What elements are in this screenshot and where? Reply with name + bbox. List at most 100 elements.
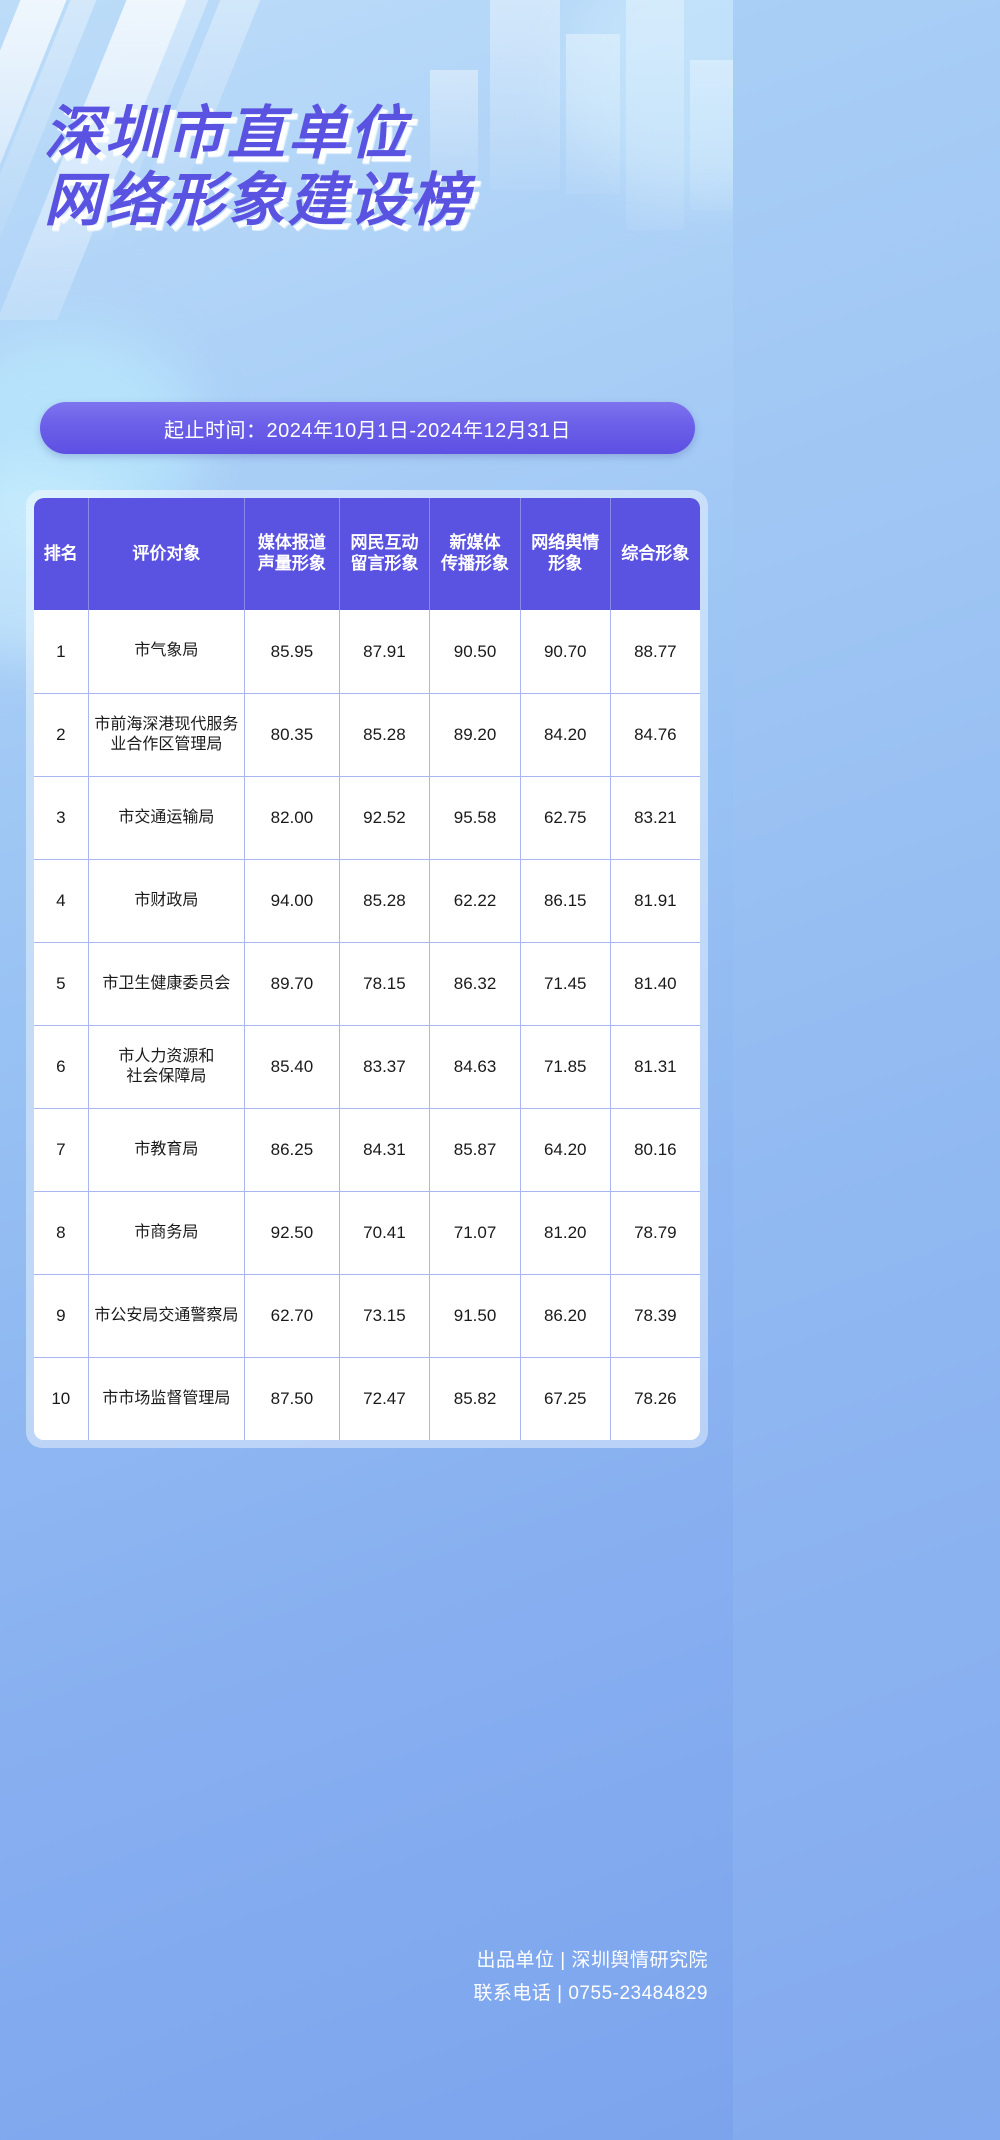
ranking-table-card: 排名 评价对象 媒体报道 声量形象 网民互动 留言形象 新媒体 传播形象 [26,490,708,1448]
cell-opinion-score: 86.20 [520,1274,611,1357]
footer-producer: 出品单位 | 深圳舆情研究院 [476,1949,708,1971]
col-header-overall-text: 综合形象 [621,543,690,563]
cell-subject-name: 市卫生健康委员会 [88,942,246,1025]
cell-newmedia-score: 95.58 [430,776,521,859]
cell-netizen-score: 85.28 [339,859,431,942]
cell-netizen-score: 85.28 [339,693,431,776]
col-header-netizen: 网民互动 留言形象 [339,498,431,610]
cell-newmedia-score: 91.50 [430,1274,521,1357]
cell-media-score: 94.00 [245,859,340,942]
cell-newmedia-score: 85.87 [430,1108,521,1191]
cell-newmedia-score: 85.82 [430,1357,521,1440]
cell-subject-name: 市交通运输局 [88,776,246,859]
cell-media-score: 85.40 [245,1025,340,1108]
ranking-table: 排名 评价对象 媒体报道 声量形象 网民互动 留言形象 新媒体 传播形象 [34,498,700,1440]
table-row: 3 市交通运输局 82.00 92.52 95.58 62.75 83.21 [34,776,700,859]
cell-netizen-score: 73.15 [339,1274,431,1357]
cell-media-score: 85.95 [245,610,340,693]
cell-subject-name: 市商务局 [88,1191,246,1274]
cell-overall-score: 83.21 [610,776,700,859]
table-body: 1 市气象局 85.95 87.91 90.50 90.70 88.77 2 市前海深港现代服务… [34,610,700,1440]
cell-subject-name: 市人力资源和 社会保障局 [88,1025,246,1108]
cell-newmedia-score: 84.63 [430,1025,521,1108]
cell-netizen-score: 84.31 [339,1108,431,1191]
cell-opinion-score: 62.75 [520,776,611,859]
table-row: 1 市气象局 85.95 87.91 90.50 90.70 88.77 [34,610,700,693]
title-line-2: 网络形象建设榜 [44,168,472,234]
cell-rank: 8 [34,1191,89,1274]
date-range-label: 起止时间：2024年10月1日-2024年12月31日 [163,419,571,442]
col-header-overall: 综合形象 [610,498,700,610]
cell-subject-name: 市财政局 [88,859,246,942]
cell-media-score: 92.50 [245,1191,340,1274]
cell-subject-name: 市气象局 [88,610,246,693]
table-row: 2 市前海深港现代服务 业合作区管理局 80.35 85.28 89.20 84.20 84.… [34,693,700,776]
cell-opinion-score: 86.15 [520,859,611,942]
col-header-opinion-line2: 形象 [548,554,583,573]
cell-media-score: 89.70 [245,942,340,1025]
cell-rank: 5 [34,942,89,1025]
cell-rank: 9 [34,1274,89,1357]
col-header-subject-text: 评价对象 [132,543,201,563]
cell-media-score: 82.00 [245,776,340,859]
cell-opinion-score: 90.70 [520,610,611,693]
cell-netizen-score: 83.37 [339,1025,431,1108]
right-background-band [733,0,1000,2140]
cell-opinion-score: 64.20 [520,1108,611,1191]
cell-overall-score: 80.16 [610,1108,700,1191]
table-header-row: 排名 评价对象 媒体报道 声量形象 网民互动 留言形象 新媒体 传播形象 [34,498,700,610]
cell-subject-name: 市市场监督管理局 [88,1357,246,1440]
cell-media-score: 86.25 [245,1108,340,1191]
cell-rank: 7 [34,1108,89,1191]
col-header-opinion-line1: 网络舆情 [531,533,600,553]
cell-overall-score: 78.79 [610,1191,700,1274]
cell-rank: 4 [34,859,89,942]
cell-newmedia-score: 89.20 [430,693,521,776]
cell-overall-score: 78.39 [610,1274,700,1357]
cell-opinion-score: 81.20 [520,1191,611,1274]
cell-opinion-score: 71.45 [520,942,611,1025]
cell-netizen-score: 87.91 [339,610,431,693]
cell-media-score: 80.35 [245,693,340,776]
col-header-rank: 排名 [34,498,89,610]
cell-overall-score: 84.76 [610,693,700,776]
table-row: 10 市市场监督管理局 87.50 72.47 85.82 67.25 78.26 [34,1357,700,1440]
cell-rank: 2 [34,693,89,776]
table-row: 9 市公安局交通警察局 62.70 73.15 91.50 86.20 78.39 [34,1274,700,1357]
cell-newmedia-score: 71.07 [430,1191,521,1274]
cell-rank: 3 [34,776,89,859]
cell-overall-score: 88.77 [610,610,700,693]
col-header-netizen-line2: 留言形象 [350,554,419,573]
footer-phone: 联系电话 | 0755-23484829 [473,1982,708,2004]
footer: 出品单位 | 深圳舆情研究院 联系电话 | 0755-23484829 [473,1944,708,2011]
cell-netizen-score: 70.41 [339,1191,431,1274]
cell-netizen-score: 92.52 [339,776,431,859]
table-header: 排名 评价对象 媒体报道 声量形象 网民互动 留言形象 新媒体 传播形象 [34,498,700,610]
title-line-1: 深圳市直单位 [44,101,411,166]
col-header-rank-text: 排名 [43,543,78,563]
cell-rank: 10 [34,1357,89,1440]
cell-subject-name: 市公安局交通警察局 [88,1274,246,1357]
col-header-netizen-line1: 网民互动 [350,533,419,553]
cell-overall-score: 78.26 [610,1357,700,1440]
col-header-newmedia-line2: 传播形象 [441,554,510,573]
cell-subject-name: 市教育局 [88,1108,246,1191]
table-row: 8 市商务局 92.50 70.41 71.07 81.20 78.79 [34,1191,700,1274]
col-header-newmedia: 新媒体 传播形象 [430,498,521,610]
cell-overall-score: 81.40 [610,942,700,1025]
bg-block-4 [690,60,733,210]
cell-overall-score: 81.31 [610,1025,700,1108]
date-range-banner: 起止时间：2024年10月1日-2024年12月31日 [40,402,695,454]
cell-rank: 6 [34,1025,89,1108]
col-header-subject: 评价对象 [88,498,246,610]
page-title: 深圳市直单位 网络形象建设榜 [44,100,684,235]
cell-subject-name: 市前海深港现代服务 业合作区管理局 [88,693,246,776]
col-header-media: 媒体报道 声量形象 [245,498,340,610]
col-header-media-line2: 声量形象 [257,554,326,573]
cell-netizen-score: 72.47 [339,1357,431,1440]
col-header-newmedia-line1: 新媒体 [449,533,501,553]
table-row: 5 市卫生健康委员会 89.70 78.15 86.32 71.45 81.40 [34,942,700,1025]
table-row: 7 市教育局 86.25 84.31 85.87 64.20 80.16 [34,1108,700,1191]
table-row: 4 市财政局 94.00 85.28 62.22 86.15 81.91 [34,859,700,942]
cell-newmedia-score: 62.22 [430,859,521,942]
